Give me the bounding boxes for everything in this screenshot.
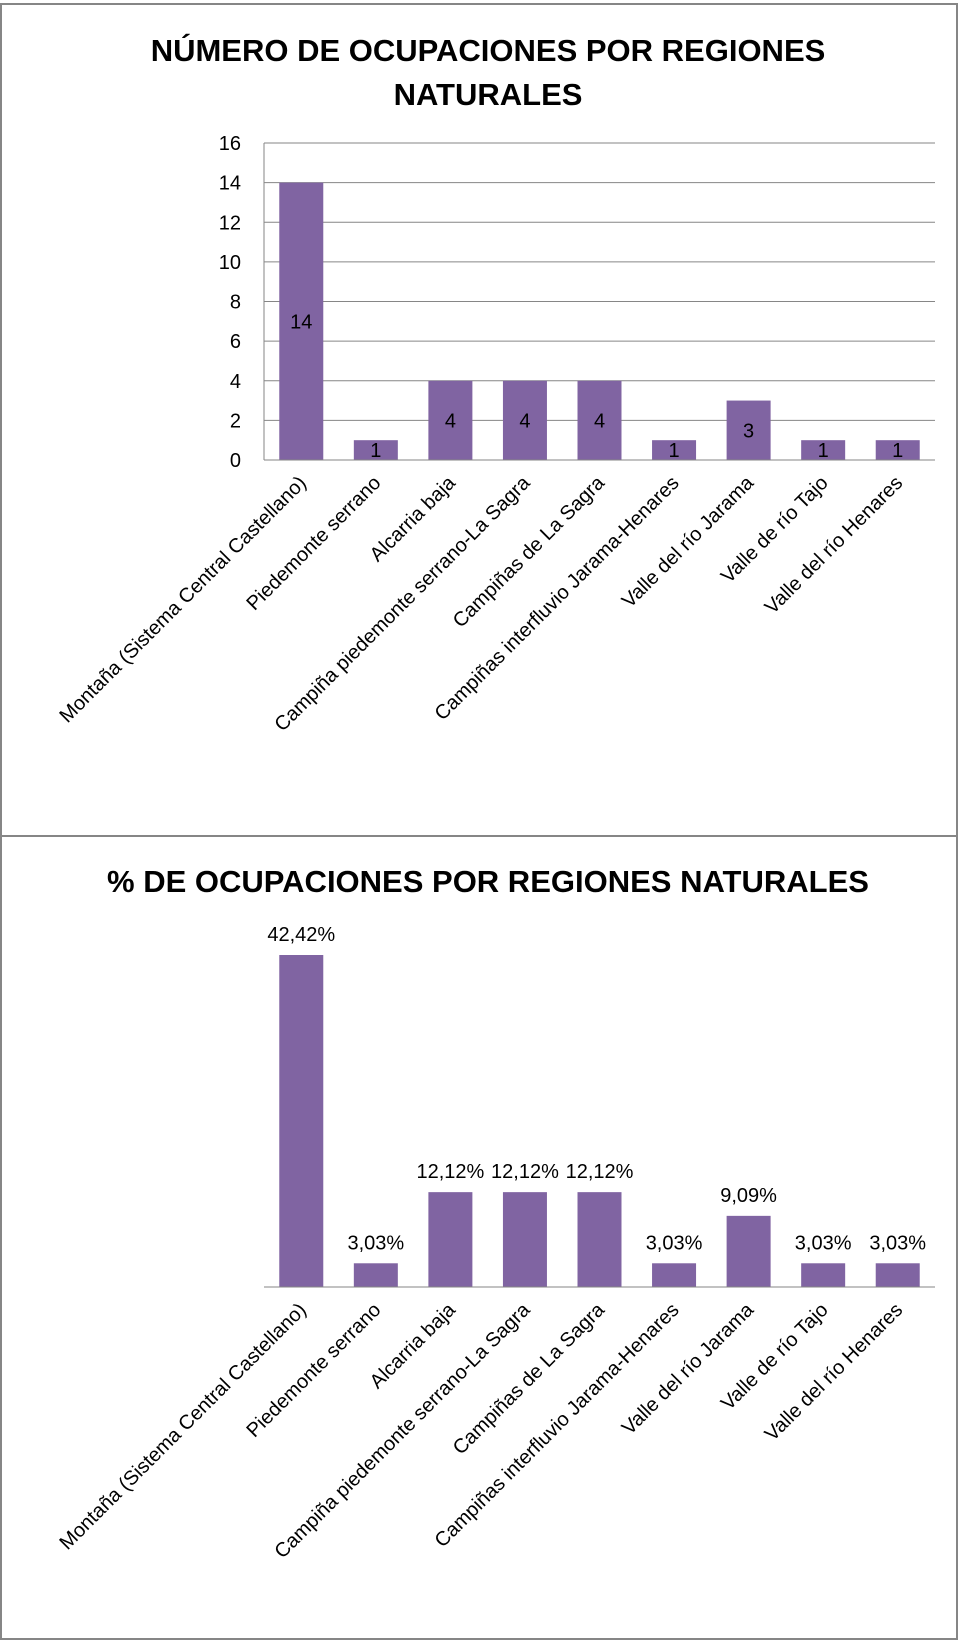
chart1-data-label: 4 <box>519 410 530 432</box>
chart2-bar <box>502 1192 547 1287</box>
chart1-bar <box>801 440 846 460</box>
chart1-bar <box>726 400 771 460</box>
chart1-bar <box>279 182 324 460</box>
chart1-y-tick-label: 0 <box>230 450 241 472</box>
chart1-title-line1: NÚMERO DE OCUPACIONES POR REGIONES <box>151 32 826 68</box>
chart1-bar <box>875 440 920 460</box>
chart1-y-tick-label: 12 <box>219 212 241 234</box>
chart1-y-tick-label: 14 <box>219 173 241 195</box>
chart2-data-label: 12,12% <box>491 1161 559 1183</box>
chart1-bar <box>428 380 473 460</box>
chart1-bar <box>502 380 547 460</box>
chart1-bar <box>652 440 697 460</box>
chart1-y-tick-label: 4 <box>230 371 241 393</box>
chart1-y-tick-label: 2 <box>230 410 241 432</box>
chart1-y-tick-label: 16 <box>219 133 241 155</box>
chart2-data-label: 3,03% <box>869 1232 926 1254</box>
chart2-bar <box>428 1192 473 1287</box>
chart1-data-label: 4 <box>445 410 456 432</box>
chart2-bar <box>577 1192 622 1287</box>
chart1-bar <box>577 380 622 460</box>
chart2-data-label: 12,12% <box>566 1161 634 1183</box>
chart1-data-label: 4 <box>594 410 605 432</box>
chart2-bar <box>279 955 324 1287</box>
chart2-bar <box>875 1263 920 1287</box>
chart2-frame <box>0 835 958 1640</box>
chart1-title-line2: NATURALES <box>394 77 583 112</box>
chart1-data-label: 1 <box>818 440 829 462</box>
chart2-bar <box>353 1263 398 1287</box>
chart1-data-label: 1 <box>370 440 381 462</box>
chart2-data-label: 12,12% <box>416 1161 484 1183</box>
chart1-data-label: 14 <box>290 311 312 333</box>
chart2-data-label: 42,42% <box>267 924 335 946</box>
chart1-bar <box>353 440 398 460</box>
chart2-bar <box>801 1263 846 1287</box>
chart2-data-label: 9,09% <box>720 1185 777 1207</box>
chart2-bar <box>652 1263 697 1287</box>
chart1-data-label: 1 <box>892 440 903 462</box>
chart2-data-label: 3,03% <box>646 1232 703 1254</box>
chart1-data-label: 3 <box>743 420 754 442</box>
chart1-data-label: 1 <box>668 440 679 462</box>
chart2-data-label: 3,03% <box>795 1232 852 1254</box>
chart1-y-tick-label: 8 <box>230 292 241 314</box>
chart2-bar <box>726 1215 771 1287</box>
chart1-y-tick-label: 6 <box>230 331 241 353</box>
chart2-data-label: 3,03% <box>347 1232 404 1254</box>
chart2-title: % DE OCUPACIONES POR REGIONES NATURALES <box>107 864 869 899</box>
chart1-y-tick-label: 10 <box>219 252 241 274</box>
